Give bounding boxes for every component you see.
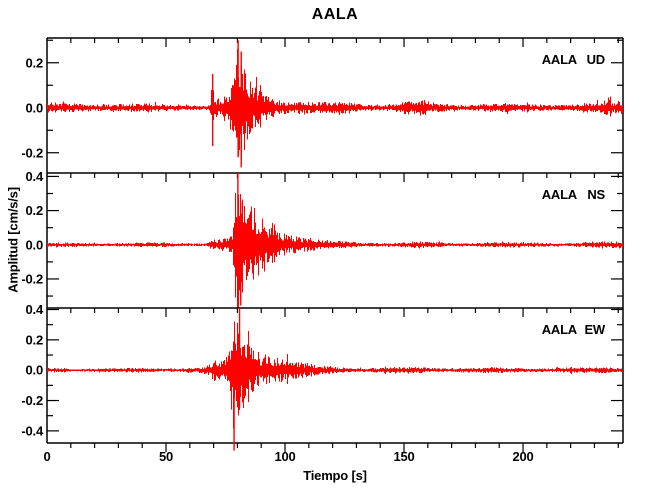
panel-label-component-ew: EW — [584, 322, 605, 337]
y-tick-label: 0.0 — [26, 100, 43, 115]
panel-label-station-ns: AALA — [542, 187, 578, 202]
seismic-trace-ew — [47, 321, 623, 429]
y-tick-label: -0.4 — [21, 423, 44, 438]
x-tick-label: 150 — [393, 449, 414, 464]
y-tick-label: 0.4 — [26, 169, 44, 184]
y-axis-label: Amplitud [cm/s/s] — [5, 187, 21, 293]
y-tick-label: 0.4 — [26, 302, 44, 317]
seismic-trace-ud — [47, 49, 623, 161]
plot-title: AALA — [311, 6, 359, 23]
y-tick-label: 0.2 — [26, 55, 43, 70]
panel-label-station-ud: AALA — [542, 52, 578, 67]
y-tick-label: -0.2 — [21, 271, 43, 286]
x-axis-label: Tiempo [s] — [303, 468, 367, 483]
x-tick-label: 50 — [159, 449, 173, 464]
y-tick-label: 0.0 — [26, 363, 43, 378]
y-tick-label: 0.0 — [26, 237, 43, 252]
y-tick-label: -0.2 — [21, 393, 43, 408]
y-tick-label: 0.2 — [26, 203, 43, 218]
x-tick-label: 200 — [512, 449, 533, 464]
x-tick-label: 0 — [43, 449, 50, 464]
seismic-trace-ns — [47, 192, 623, 308]
y-tick-label: 0.2 — [26, 332, 43, 347]
panel-label-component-ns: NS — [587, 187, 605, 202]
x-tick-label: 100 — [274, 449, 295, 464]
panel-label-station-ew: AALA — [542, 322, 578, 337]
y-tick-label: -0.2 — [21, 145, 43, 160]
panel-label-component-ud: UD — [587, 52, 605, 67]
